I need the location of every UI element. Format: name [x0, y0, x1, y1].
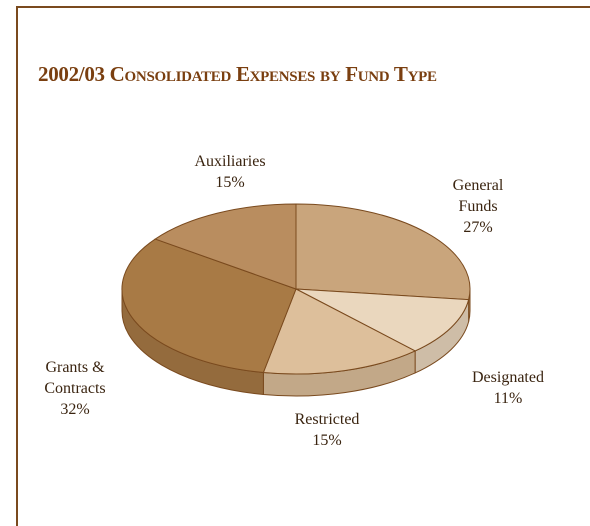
pie-slice-designated [295, 288, 470, 352]
slice-label-designated: Designated 11% [472, 369, 544, 407]
chart-frame [16, 6, 590, 526]
pie-chart: General Funds 27% Designated 11% Restricted 15… [44, 153, 544, 449]
slice-label-general-funds: General Funds 27% [453, 177, 504, 236]
chart-title: 2002/03 Consolidated Expenses by Fund Ty… [38, 62, 437, 86]
slice-label-restricted: Restricted 15% [295, 411, 360, 449]
pie-slice-grants-contracts [121, 238, 297, 374]
slice-label-grants-contracts: Grants & Contracts 32% [44, 359, 105, 418]
pie-slice-auxiliaries [154, 203, 297, 290]
pie-slice-general-funds [295, 203, 471, 301]
pie-slice-restricted [262, 288, 417, 375]
slice-label-auxiliaries: Auxiliaries 15% [194, 153, 265, 191]
pie-labels: General Funds 27% Designated 11% Restricted 15… [44, 153, 544, 449]
pie-tops [121, 203, 471, 375]
